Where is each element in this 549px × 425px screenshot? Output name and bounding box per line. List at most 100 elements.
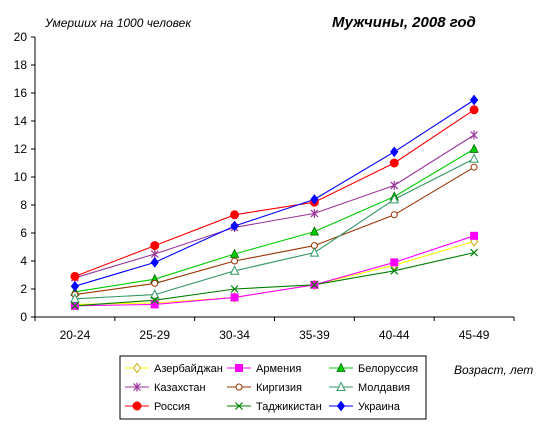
legend-marker-1 (235, 364, 243, 372)
data-point-8-0 (70, 280, 80, 292)
legend-label-3: Казахстан (154, 382, 206, 394)
data-point-7-4-stroke (390, 266, 399, 275)
series-line-6 (74, 109, 475, 277)
data-point-8-2 (230, 220, 239, 232)
data-point-8-3 (310, 194, 319, 205)
y-tick-label: 2 (20, 282, 27, 296)
legend-label-2: Белоруссия (358, 363, 418, 375)
series-line-0 (74, 240, 475, 305)
series-line-1 (74, 235, 475, 307)
data-point-7-4 (390, 266, 399, 275)
data-point-2-3 (309, 226, 320, 236)
data-point-5-2 (229, 265, 240, 275)
series-markers (70, 94, 479, 310)
legend-marker-5-shape (336, 381, 346, 391)
data-point-7-0 (70, 301, 79, 310)
data-point-5-5-shape (469, 153, 479, 163)
data-point-5-1-shape (149, 288, 160, 299)
data-point-7-3-stroke (310, 280, 319, 289)
series-line-4 (74, 166, 475, 296)
legend-marker-7-stroke (235, 402, 243, 410)
x-tick-label: 20-24 (60, 328, 91, 342)
data-point-4-5 (470, 163, 478, 171)
data-point-8-4-shape (390, 146, 399, 158)
data-point-7-5 (470, 248, 479, 257)
legend-marker-1-shape (235, 364, 243, 372)
x-tick-label: 45-49 (459, 328, 490, 342)
y-tick-label: 8 (20, 198, 27, 212)
data-point-1-2 (230, 293, 239, 302)
x-tick-label: 40-44 (379, 328, 410, 342)
data-point-2-5-shape (469, 143, 479, 153)
legend-label-1: Армения (256, 363, 301, 375)
data-point-5-3-shape (309, 246, 320, 257)
chart-title: Мужчины, 2008 год (332, 14, 476, 31)
data-point-7-2-stroke (230, 285, 239, 293)
data-point-8-0-shape (70, 280, 80, 292)
legend-marker-2-shape (336, 362, 346, 372)
data-point-8-5 (469, 94, 479, 106)
data-point-7-1-stroke (150, 296, 159, 305)
data-point-6-0-shape (70, 271, 80, 281)
data-point-2-3-shape (309, 226, 320, 236)
data-point-6-2-shape (230, 210, 240, 220)
data-point-1-4-shape (390, 258, 399, 267)
data-point-7-5-stroke (470, 248, 479, 257)
y-tick-label: 20 (14, 30, 28, 44)
data-point-7-0-stroke (70, 301, 79, 310)
data-point-7-2 (230, 285, 239, 293)
data-point-3-4 (390, 180, 399, 190)
legend-marker-3 (133, 382, 141, 392)
legend-marker-5 (336, 381, 346, 391)
series-line-7 (74, 252, 475, 307)
data-point-8-2-shape (230, 220, 239, 232)
legend-marker-8-shape (336, 400, 346, 412)
data-point-6-5-shape (469, 105, 479, 115)
data-point-3-5 (470, 130, 479, 140)
data-point-4-4 (390, 211, 398, 219)
data-point-7-3 (310, 280, 319, 289)
data-point-4-1 (151, 279, 159, 287)
series-lines (74, 99, 475, 307)
data-point-2-5 (469, 143, 479, 153)
y-tick-label: 10 (14, 170, 28, 184)
series-line-2 (74, 148, 475, 293)
data-point-1-5-shape (470, 231, 479, 240)
x-tick-label: 30-34 (219, 328, 250, 342)
legend-marker-6-shape (132, 401, 142, 411)
legend-marker-8 (336, 400, 346, 412)
x-tick-label: 35-39 (299, 328, 330, 342)
data-point-6-0 (70, 271, 80, 281)
data-point-3-1 (150, 249, 159, 259)
data-point-6-4-shape (389, 158, 399, 168)
series-line-3 (74, 134, 475, 279)
data-point-8-4 (390, 146, 399, 158)
data-point-6-1-shape (150, 241, 160, 251)
legend-marker-7 (235, 402, 243, 410)
data-point-4-2 (231, 257, 239, 265)
y-tick-label: 4 (20, 254, 27, 268)
y-tick-label: 16 (14, 86, 28, 100)
data-point-6-2 (230, 210, 240, 220)
legend-label-4: Киргизия (256, 382, 302, 394)
series-line-8 (74, 99, 475, 287)
legend-marker-4 (235, 383, 243, 391)
data-point-5-0-shape (70, 293, 80, 303)
legend-marker-6 (132, 401, 142, 411)
legend-label-6: Россия (154, 401, 190, 413)
y-tick-label: 0 (20, 310, 27, 324)
y-tick-label: 6 (20, 226, 27, 240)
legend-marker-0-shape (132, 362, 142, 374)
data-point-5-2-shape (229, 265, 240, 275)
y-tick-label: 12 (14, 142, 28, 156)
data-point-5-4 (389, 193, 400, 204)
x-tick-label: 25-29 (139, 328, 170, 342)
legend-label-7: Таджикистан (256, 401, 322, 413)
legend-marker-4-shape (235, 383, 243, 391)
data-point-1-4 (390, 258, 399, 267)
data-point-4-4-shape (390, 211, 398, 219)
data-point-5-5 (469, 153, 479, 163)
data-point-6-1 (150, 241, 160, 251)
data-point-8-3-shape (310, 194, 319, 205)
